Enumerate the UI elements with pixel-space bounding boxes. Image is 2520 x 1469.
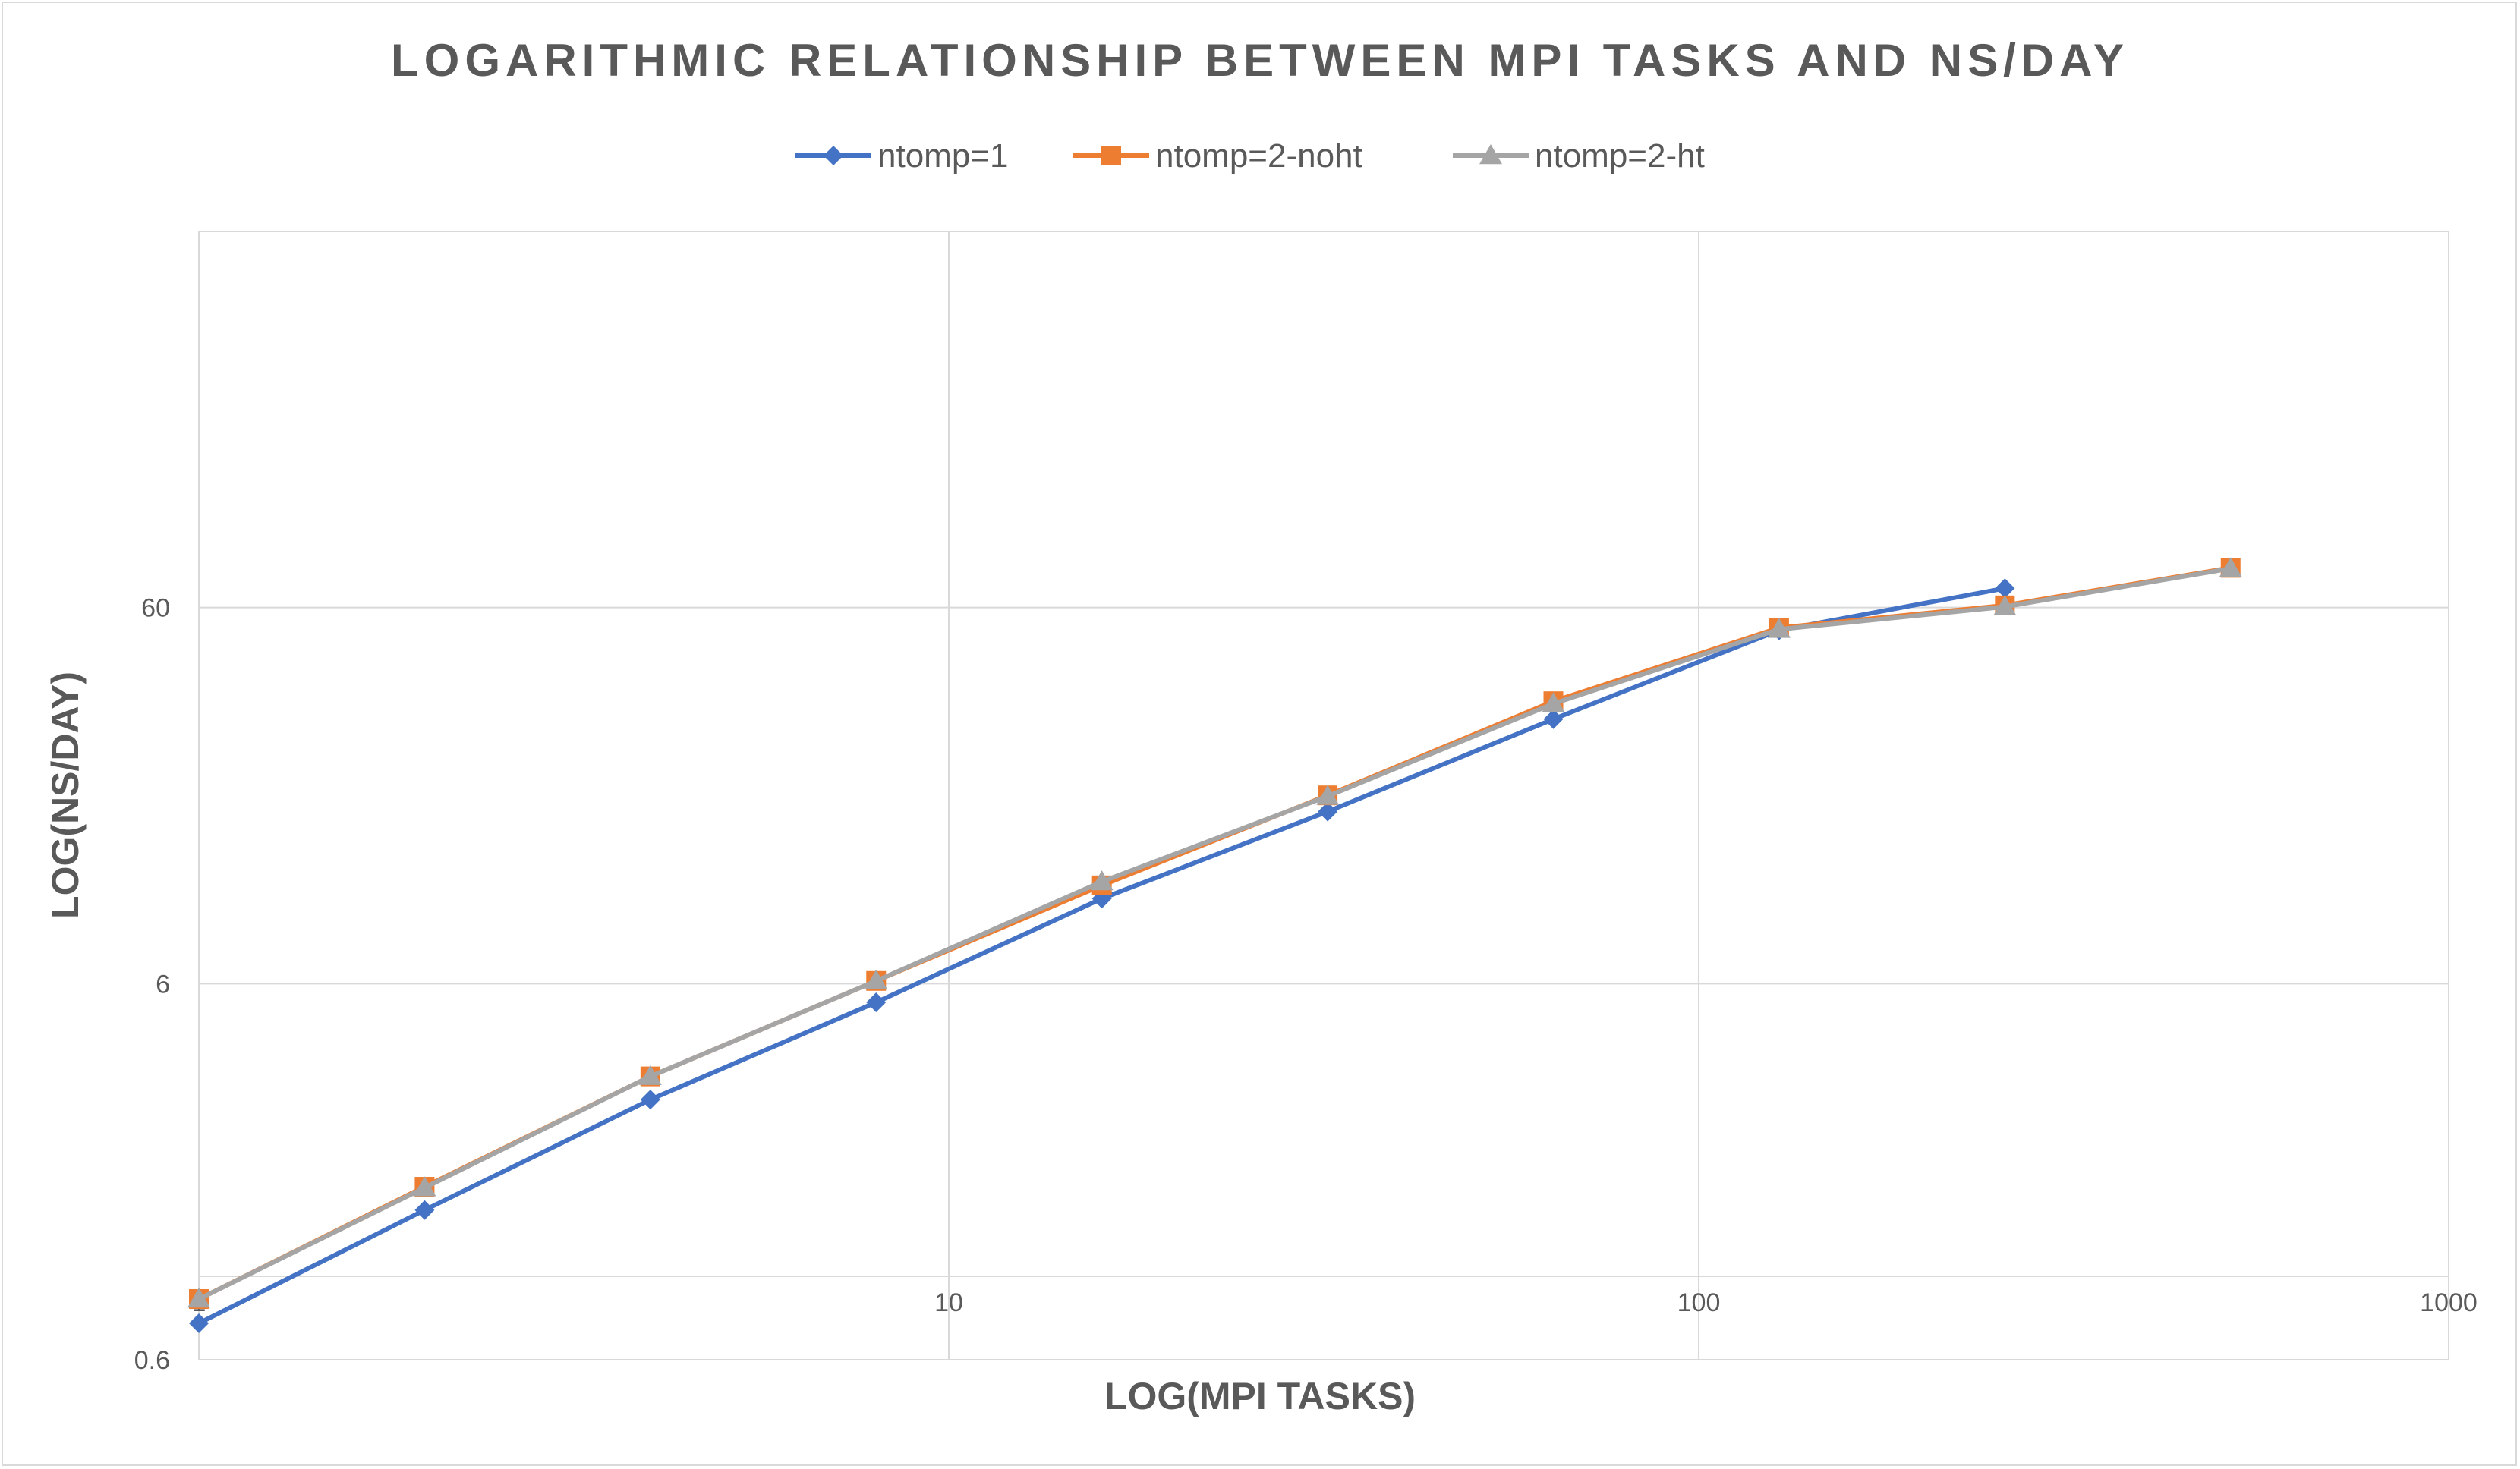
data-point: [189, 1313, 209, 1333]
series-line: [197, 586, 2005, 1326]
legend-label: ntomp=2-noht: [1155, 137, 1362, 175]
legend-swatch-marker: [824, 146, 843, 165]
series-line: [197, 566, 2232, 1301]
y-axis-title: LOG(NS/DAY): [44, 672, 87, 919]
y-tick-label: 60: [141, 594, 170, 623]
y-axis-ticks: 0.6 6 60: [134, 594, 170, 1375]
legend-label: ntomp=1: [877, 137, 1008, 175]
data-point: [865, 969, 888, 990]
data-point: [187, 1288, 210, 1308]
data-point: [866, 992, 887, 1013]
series-ntomp=2-ht: [187, 557, 2242, 1308]
data-point: [1993, 595, 2017, 615]
data-point: [640, 1090, 660, 1110]
data-point: [1542, 692, 1565, 712]
data-point: [1767, 618, 1791, 638]
x-axis-ticks: 1101001000: [192, 1288, 2477, 1317]
data-point: [413, 1176, 436, 1197]
x-tick-label: 10: [934, 1288, 963, 1317]
y-tick-label: 0.6: [134, 1346, 170, 1375]
data-point: [1318, 801, 1338, 822]
legend-item: ntomp=2-ht: [1453, 137, 1705, 175]
x-tick-label: 1000: [2420, 1288, 2477, 1317]
series-ntomp=2-noht: [189, 558, 2241, 1310]
data-point: [1543, 709, 1564, 729]
legend-label: ntomp=2-ht: [1535, 137, 1705, 175]
legend-item: ntomp=2-noht: [1073, 137, 1362, 175]
series-ntomp=1: [189, 578, 2015, 1333]
series-layer: [187, 557, 2242, 1333]
y-tick-label: 6: [156, 970, 170, 999]
x-axis-title: LOG(MPI TASKS): [1104, 1375, 1416, 1417]
legend-swatch-marker: [1101, 146, 1121, 165]
x-tick-label: 100: [1677, 1288, 1721, 1317]
legend-item: ntomp=1: [795, 137, 1008, 175]
data-point: [1316, 785, 1340, 805]
data-point: [1090, 870, 1114, 891]
data-point: [1995, 578, 2015, 599]
data-point: [638, 1065, 662, 1085]
chart-title: LOGARITHMIC RELATIONSHIP BETWEEN MPI TAS…: [391, 35, 2129, 86]
grid-lines: [198, 231, 2449, 1360]
data-point: [414, 1200, 435, 1220]
legend-swatch-marker: [1479, 144, 1502, 165]
data-point: [2219, 557, 2242, 577]
legend: ntomp=1 ntomp=2-noht ntomp=2-ht: [795, 137, 1705, 175]
series-line: [197, 565, 2232, 1301]
